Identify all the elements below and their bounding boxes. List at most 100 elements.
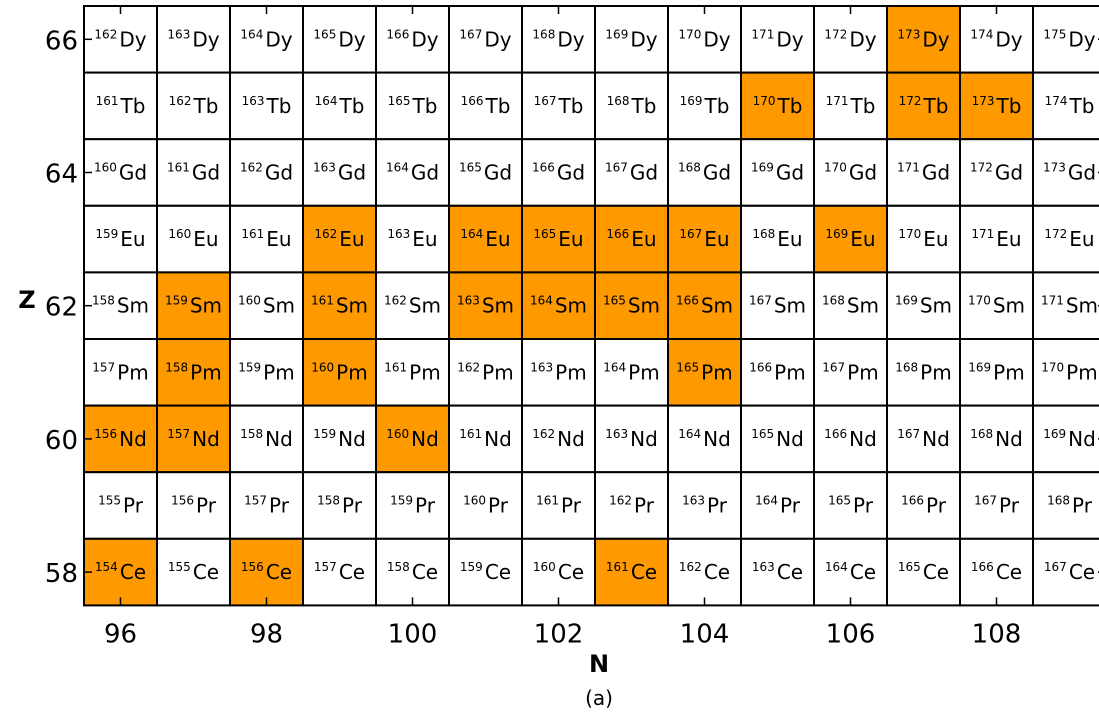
nuclide-cell-fill [448, 5, 523, 74]
nuclide-label: 166 Tb [461, 94, 511, 118]
nuclide-cell: 169 Nd [1032, 404, 1099, 474]
nuclide-cell: 165 Ce [886, 537, 961, 607]
nuclide-cell-fill [959, 138, 1034, 207]
nuclide-cell-fill [667, 271, 742, 340]
nuclide-label: 167 Dy [459, 27, 511, 51]
nuclide-cell: 173 Gd [1032, 138, 1099, 207]
nuclide-cell-fill [1032, 537, 1099, 607]
nuclide-label: 172 Eu [1044, 227, 1094, 251]
nuclide-label: 160 Pm [311, 360, 367, 384]
nuclide-label: 165 Tb [388, 94, 438, 118]
nuclide-cell: 166 Dy [375, 5, 450, 74]
nuclide-cell: 166 Pm [740, 338, 815, 407]
nuclide-cell-fill [594, 5, 669, 74]
nuclide-cell: 173 Dy [886, 5, 961, 74]
nuclide-cell: 160 Gd [83, 138, 158, 207]
nuclide-cell: 169 Dy [594, 5, 669, 74]
nuclide-cell: 158 Sm [83, 271, 158, 340]
nuclide-label: 162 Nd [532, 427, 585, 451]
nuclide-cell: 159 Sm [156, 271, 231, 340]
nuclide-cell-fill [667, 138, 742, 207]
nuclide-label: 161 Nd [459, 427, 512, 451]
nuclide-cell-fill [594, 71, 669, 141]
y-tick-label: 60 [45, 426, 78, 456]
nuclide-label: 171 Gd [897, 161, 950, 185]
x-tick-label: 104 [680, 619, 730, 649]
nuclide-cell-fill [229, 404, 304, 474]
nuclide-label: 156 Pr [171, 494, 217, 518]
nuclide-label: 155 Pr [98, 494, 144, 518]
nuclide-cell-fill [959, 338, 1034, 407]
nuclide-label: 167 Pr [974, 494, 1020, 518]
nuclide-cell: 157 Pr [229, 471, 304, 540]
nuclide-cell: 162 Dy [83, 5, 158, 74]
nuclide-cell: 166 Tb [448, 71, 523, 141]
nuclide-cell-fill [959, 204, 1034, 274]
nuclide-cell: 170 Gd [813, 138, 888, 207]
nuclide-cell: 158 Pr [302, 471, 377, 540]
nuclide-cell: 162 Sm [375, 271, 450, 340]
nuclide-cell: 165 Pr [813, 471, 888, 540]
nuclide-label: 170 Sm [968, 294, 1025, 318]
nuclide-label: 159 Pm [238, 360, 294, 384]
nuclide-label: 169 Eu [825, 227, 875, 251]
nuclide-cell: 175 Dy [1032, 5, 1099, 74]
nuclide-label: 164 Pr [755, 494, 801, 518]
nuclide-label: 171 Eu [971, 227, 1021, 251]
nuclide-cell-fill [229, 338, 304, 407]
nuclide-label: 162 Pr [609, 494, 655, 518]
nuclide-cell: 155 Pr [83, 471, 158, 540]
nuclide-cell-fill [667, 404, 742, 474]
nuclide-label: 158 Nd [240, 427, 293, 451]
nuclide-cell: 168 Pr [1032, 471, 1099, 540]
nuclide-cell: 159 Ce [448, 537, 523, 607]
nuclide-label: 175 Dy [1043, 27, 1095, 51]
nuclide-label: 165 Sm [603, 294, 660, 318]
nuclide-cell: 164 Dy [229, 5, 304, 74]
nuclide-label: 174 Tb [1045, 94, 1095, 118]
nuclide-cell: 162 Ce [667, 537, 742, 607]
nuclide-cell: 171 Gd [886, 138, 961, 207]
nuclide-label: 163 Gd [313, 161, 366, 185]
nuclide-cell-fill [813, 138, 888, 207]
nuclide-label: 162 Dy [94, 27, 146, 51]
nuclide-label: 163 Sm [457, 294, 514, 318]
nuclide-label: 165 Gd [459, 161, 512, 185]
nuclide-cell-fill [594, 138, 669, 207]
nuclide-label: 164 Nd [678, 427, 731, 451]
nuclide-cell: 166 Ce [959, 537, 1034, 607]
nuclide-label: 167 Nd [897, 427, 950, 451]
nuclide-label: 159 Pr [390, 494, 436, 518]
nuclide-label: 167 Ce [1044, 560, 1095, 584]
nuclide-label: 163 Tb [242, 94, 292, 118]
nuclide-cell: 170 Pm [1032, 338, 1099, 407]
nuclide-cell: 164 Pm [594, 338, 669, 407]
nuclide-label: 161 Sm [311, 294, 368, 318]
nuclide-label: 157 Nd [167, 427, 220, 451]
nuclide-cell: 159 Nd [302, 404, 377, 474]
nuclide-cell: 163 Eu [375, 204, 450, 274]
nuclide-label: 158 Ce [387, 560, 438, 584]
nuclide-cell: 164 Nd [667, 404, 742, 474]
nuclide-cell: 163 Pr [667, 471, 742, 540]
nuclide-cell-fill [886, 537, 961, 607]
nuclide-cell: 171 Eu [959, 204, 1034, 274]
nuclide-cell-fill [302, 471, 377, 540]
nuclide-cell: 174 Dy [959, 5, 1034, 74]
nuclide-cell: 168 Nd [959, 404, 1034, 474]
nuclide-label: 165 Pm [676, 360, 732, 384]
nuclide-cell: 154 Ce [83, 537, 158, 607]
nuclide-cell: 170 Sm [959, 271, 1034, 340]
nuclide-cell: 167 Ce [1032, 537, 1099, 607]
nuclide-label: 163 Dy [167, 27, 219, 51]
nuclide-cell-fill [156, 71, 231, 141]
nuclide-cell-fill [302, 204, 377, 274]
nuclide-cell-fill [375, 138, 450, 207]
nuclide-cell: 162 Nd [521, 404, 596, 474]
nuclide-label: 163 Eu [387, 227, 437, 251]
nuclide-cell-fill [959, 271, 1034, 340]
nuclide-cell: 163 Dy [156, 5, 231, 74]
nuclide-cell-fill [521, 271, 596, 340]
nuclide-cell: 161 Eu [229, 204, 304, 274]
nuclide-label: 158 Pm [165, 360, 221, 384]
